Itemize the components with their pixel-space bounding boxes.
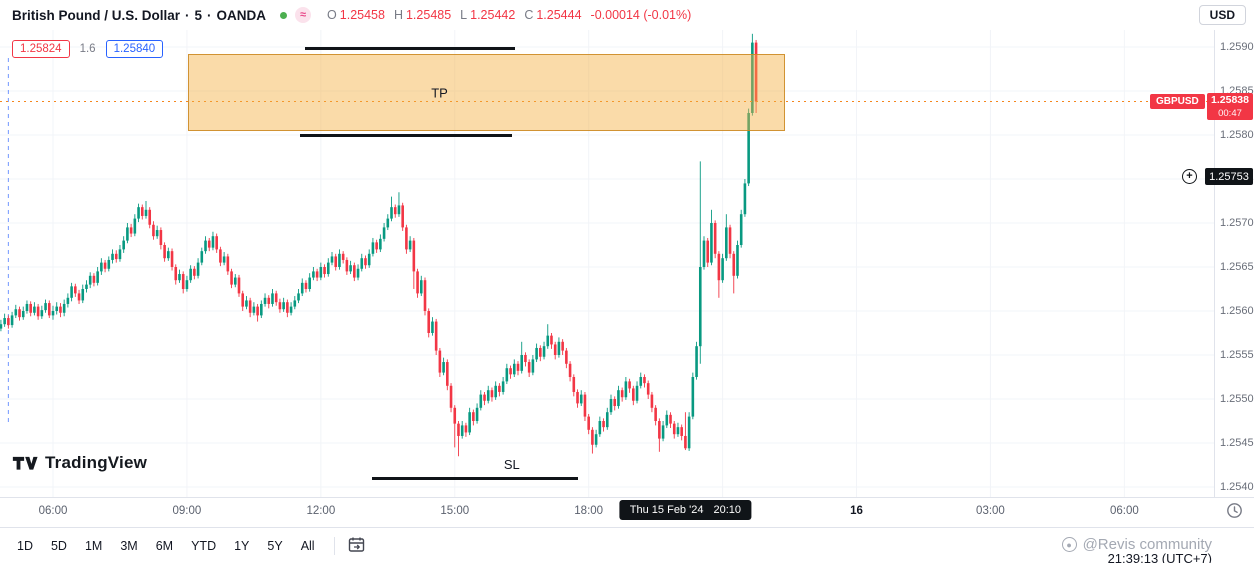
low-value: 1.25442: [470, 8, 516, 22]
chart-area[interactable]: TP SL 1.25824 1.6 1.25840 TradingView: [0, 30, 1254, 497]
range-ytd-button[interactable]: YTD: [182, 535, 225, 557]
price-axis-label: 1.25450: [1220, 437, 1254, 449]
high-label: H: [393, 8, 403, 22]
range-6m-button[interactable]: 6M: [147, 535, 182, 557]
order-price-badge[interactable]: 1.25753: [1205, 168, 1253, 185]
price-axis-label: 1.25900: [1220, 41, 1254, 53]
separator: ·: [207, 7, 212, 23]
community-watermark: ● @Revis community: [1061, 536, 1212, 553]
open-value: 1.25458: [339, 8, 385, 22]
take-profit-zone[interactable]: TP: [187, 54, 786, 132]
market-open-dot-icon: [280, 11, 288, 19]
price-axis-label: 1.25700: [1220, 217, 1254, 229]
low-label: L: [460, 8, 468, 22]
time-axis-label: 18:00: [574, 505, 604, 517]
take-profit-label: TP: [431, 85, 448, 101]
range-all-button[interactable]: All: [292, 535, 324, 557]
symbol-name: British Pound / U.S. Dollar: [12, 7, 181, 23]
time-axis-label: 16: [850, 505, 863, 517]
order-labels-row: 1.25824 1.6 1.25840: [12, 40, 164, 58]
time-axis-label: 15:00: [440, 505, 470, 517]
price-axis-label: 1.25500: [1220, 393, 1254, 405]
symbol-title-button[interactable]: British Pound / U.S. Dollar · 5 · OANDA: [12, 8, 266, 23]
price-axis-label: 1.25600: [1220, 305, 1254, 317]
add-order-plus-icon[interactable]: +: [1182, 169, 1197, 184]
time-axis-label: 09:00: [172, 505, 202, 517]
price-axis-label: 1.25400: [1220, 481, 1254, 493]
interval-button[interactable]: 5: [194, 7, 203, 23]
order-size-label: 1.6: [79, 43, 96, 55]
time-axis-label: 03:00: [976, 505, 1005, 517]
time-axis-label: 12:00: [306, 505, 336, 517]
time-axis-label: 06:00: [1109, 505, 1139, 517]
bar-countdown: 00:47: [1218, 108, 1242, 119]
close-label: C: [524, 8, 534, 22]
candlestick-plot[interactable]: [0, 30, 1254, 497]
chart-header: British Pound / U.S. Dollar · 5 · OANDA …: [0, 0, 1254, 30]
time-axis[interactable]: Thu 15 Feb '24 20:10 06:00 09:00 12:00 15:0…: [0, 497, 1254, 528]
order-target-label[interactable]: 1.25840: [105, 40, 164, 58]
price-axis-label: 1.25800: [1220, 129, 1254, 141]
stop-loss-line[interactable]: [371, 476, 578, 480]
separator: ·: [185, 7, 190, 23]
price-axis-label: 1.25650: [1220, 261, 1254, 273]
tradingview-logo[interactable]: TradingView: [12, 453, 147, 473]
high-value: 1.25485: [405, 8, 452, 22]
tradingview-logo-icon: [12, 456, 38, 470]
range-1m-button[interactable]: 1M: [76, 535, 111, 557]
horizontal-trendline-top[interactable]: [304, 47, 515, 51]
crosshair-date: Thu 15 Feb '24: [629, 504, 704, 516]
range-1d-button[interactable]: 1D: [8, 535, 42, 557]
horizontal-trendline-bottom[interactable]: [299, 134, 512, 138]
change-value: -0.00014 (-0.01%): [590, 8, 692, 22]
time-axis-label: 06:00: [38, 505, 68, 517]
timezone-clock-icon[interactable]: [1226, 502, 1243, 519]
go-to-date-icon: [348, 537, 364, 552]
crosshair-time-badge: Thu 15 Feb '24 20:10: [619, 500, 751, 520]
currency-toggle-button[interactable]: USD: [1198, 5, 1246, 25]
price-axis-label: 1.25550: [1220, 349, 1254, 361]
bottom-toolbar: 1D 5D 1M 3M 6M YTD 1Y 5Y All: [0, 527, 1254, 563]
close-value: 1.25444: [536, 8, 582, 22]
session-clock[interactable]: 21:39:13 (UTC+7): [1107, 551, 1212, 563]
open-label: O: [327, 8, 337, 22]
order-entry-label[interactable]: 1.25824: [12, 40, 70, 58]
toolbar-divider: [333, 536, 335, 555]
stop-loss-label: SL: [503, 457, 520, 473]
range-5y-button[interactable]: 5Y: [258, 535, 291, 557]
crosshair-time: 20:10: [713, 504, 741, 516]
community-logo-icon: ●: [1061, 537, 1077, 552]
range-1y-button[interactable]: 1Y: [225, 535, 258, 557]
last-price-value: 1.25838: [1211, 94, 1249, 106]
symbol-price-line-label: GBPUSD: [1150, 94, 1205, 109]
exchange-name: OANDA: [216, 7, 267, 23]
community-watermark-text: @Revis community: [1082, 536, 1212, 553]
go-to-date-button[interactable]: [345, 533, 368, 559]
last-price-badge[interactable]: 1.25838 00:47: [1207, 93, 1253, 120]
range-3m-button[interactable]: 3M: [111, 535, 146, 557]
ideas-wave-icon[interactable]: ≈: [295, 7, 312, 23]
range-5d-button[interactable]: 5D: [42, 535, 76, 557]
ohlc-readout: O 1.25458 H 1.25485 L 1.25442 C 1.25444 …: [327, 8, 691, 22]
tradingview-logo-text: TradingView: [45, 453, 148, 472]
